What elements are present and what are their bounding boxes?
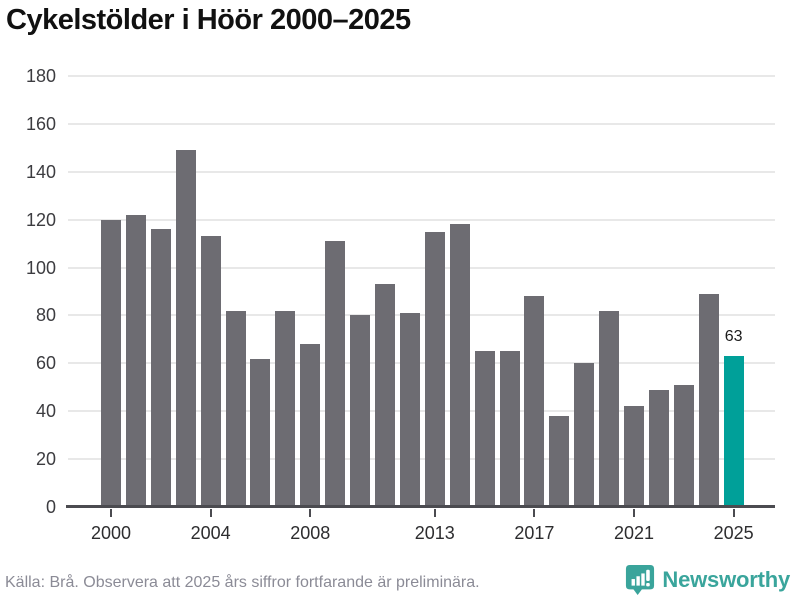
bar-2016 [499,351,520,507]
bar-2006 [250,358,271,507]
gridline-y-120 [68,218,775,221]
x-tick-2013 [433,509,436,517]
bar-2003 [175,150,196,507]
newsworthy-logo: Newsworthy [625,564,790,596]
bar-group-2005 [225,76,246,507]
bar-group-2011 [374,76,395,507]
y-axis-label-80: 80 [35,305,56,326]
bar-group-2003 [175,76,196,507]
gridline-y-140 [68,170,775,173]
bar-group-2002 [150,76,171,507]
bar-group-2004: 2004 [191,76,231,543]
x-tick-2004 [209,509,212,517]
x-axis-label-2013: 2013 [414,523,455,543]
bar-group-2020 [599,76,620,507]
x-axis-label-2025: 2025 [713,523,754,543]
bar-2020 [599,310,620,507]
bar-group-2000: 2000 [91,76,131,543]
value-label-2025: 63 [724,328,743,346]
y-axis-label-160: 160 [25,113,56,134]
bar-2025 [723,356,744,507]
gridline-y-180 [68,75,775,77]
y-axis-label-180: 180 [25,66,56,86]
y-axis-label-0: 0 [45,497,56,517]
bar-2012 [399,313,420,507]
y-axis-label-40: 40 [35,401,56,422]
bar-2017 [524,296,545,507]
bar-group-2007 [275,76,296,507]
gridline-y-160 [68,122,775,125]
bar-2018 [549,416,570,507]
bar-group-2025: 2025 63 [714,76,754,543]
bar-group-2015 [474,76,495,507]
bar-group-2012 [399,76,420,507]
y-axis-label-140: 140 [25,161,56,182]
x-axis-label-2008: 2008 [290,523,331,543]
x-tick-2017 [533,509,536,517]
y-axis-label-60: 60 [35,353,56,374]
x-axis-label-2017: 2017 [514,523,555,543]
bar-group-2014 [449,76,470,507]
gridline-y-40 [68,410,775,413]
bar-group-2019 [574,76,595,507]
bar-chart-plot-area: 0 20 40 60 80 100 120 140 160 180 2000 2004 2008 2013… [26,67,775,543]
bar-2007 [275,310,296,507]
bar-2004 [200,236,221,507]
bar-2019 [574,363,595,507]
bar-2021 [624,406,645,507]
bar-group-2001 [125,76,146,507]
bar-2011 [374,284,395,507]
bar-2015 [474,351,495,507]
x-axis-label-2004: 2004 [190,523,231,543]
gridline-y-80 [68,314,775,317]
x-tick-2008 [309,509,312,517]
bar-group-2023 [673,76,694,507]
bar-group-2021: 2021 [614,76,654,543]
newsworthy-chart-bubble-icon [626,565,655,595]
gridline-y-60 [68,362,775,365]
bar-2024 [698,293,719,507]
chart-title: Cykelstölder i Höör 2000–2025 [6,4,411,36]
bar-2008 [300,344,321,507]
bars-container: 2000 2004 2008 2013 2017 2021 2025 63 [91,76,754,543]
bar-2005 [225,310,246,507]
gridline-y-100 [68,266,775,269]
bar-2023 [673,384,694,507]
bar-2013 [424,231,445,507]
y-axis-label-100: 100 [25,257,56,278]
bar-group-2024 [698,76,719,507]
bar-2000 [101,219,121,507]
bar-group-2008: 2008 [290,76,330,543]
x-axis-label-2021: 2021 [614,523,655,543]
bar-group-2006 [250,76,271,507]
x-axis-line [66,505,775,508]
x-tick-2025 [732,509,735,517]
x-tick-2000 [110,509,112,517]
bar-2002 [150,229,171,507]
y-axis-label-120: 120 [25,209,56,230]
bar-2001 [125,214,146,507]
x-tick-2021 [633,509,636,517]
bar-group-2010 [350,76,371,507]
bar-2009 [325,241,346,507]
bar-2014 [449,224,470,507]
y-axis-label-20: 20 [35,449,56,470]
bar-2010 [350,315,371,507]
bar-group-2013: 2013 [415,76,455,543]
bar-group-2009 [325,76,346,507]
bar-group-2022 [648,76,669,507]
bar-group-2018 [549,76,570,507]
gridline-y-20 [68,458,775,461]
x-axis-label-2000: 2000 [90,523,132,543]
newsworthy-wordmark: Newsworthy [662,567,790,592]
source-note: Källa: Brå. Observera att 2025 års siffr… [5,574,480,591]
bar-2022 [648,389,669,507]
bar-group-2016 [499,76,520,507]
bar-group-2017: 2017 [514,76,554,543]
